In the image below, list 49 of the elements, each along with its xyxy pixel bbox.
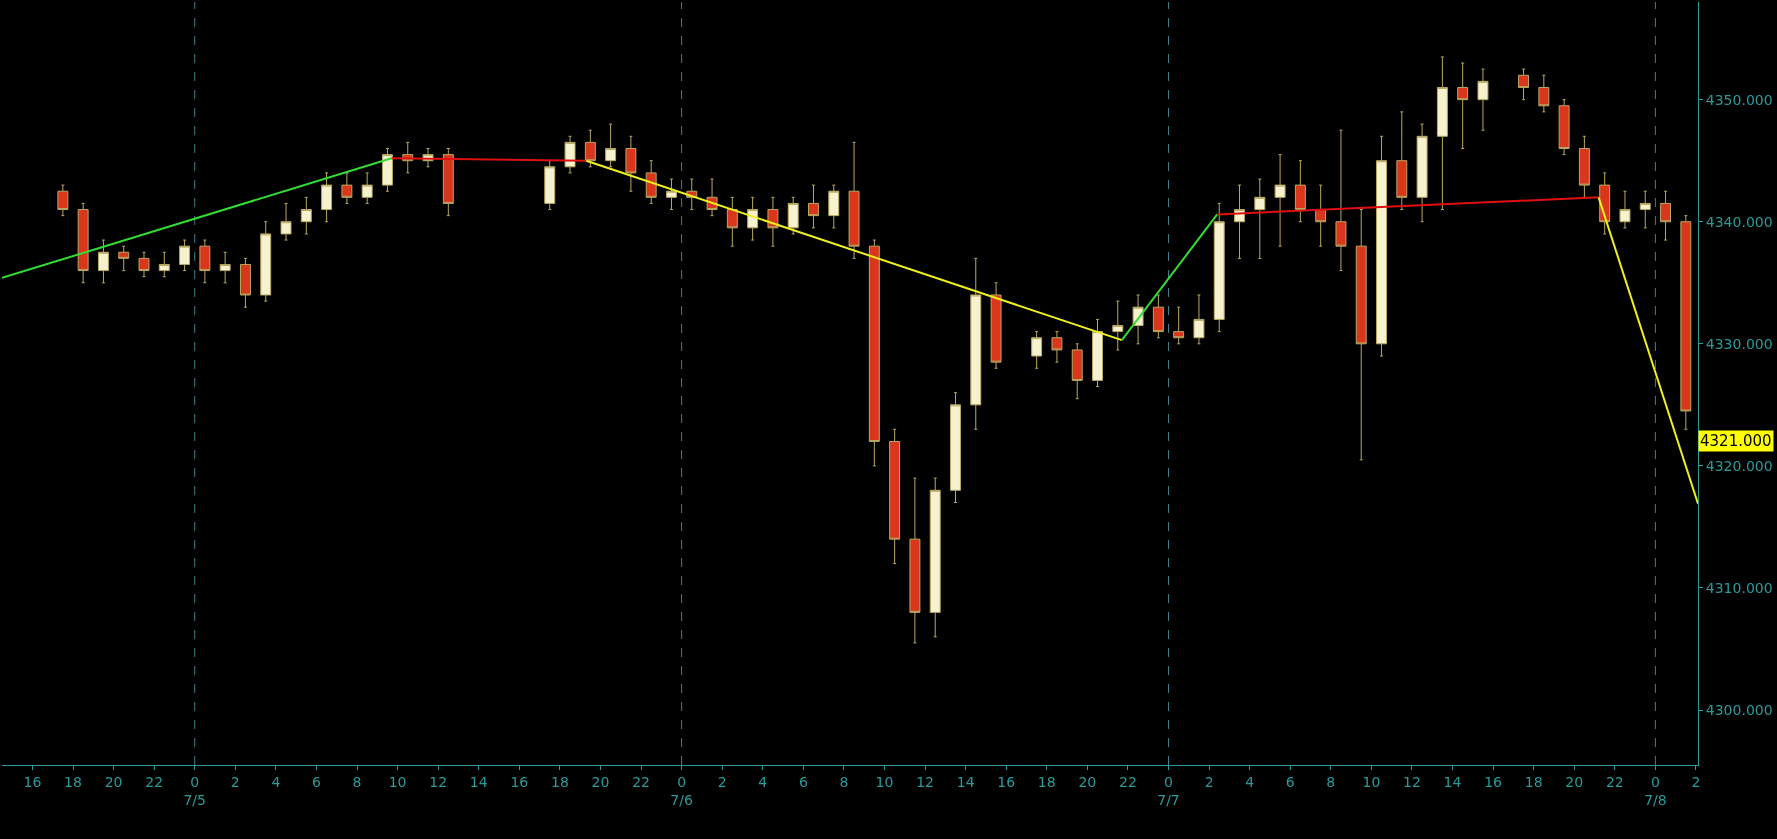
y-tick-label: 4300.000 <box>1705 701 1773 718</box>
x-tick-label: 22 <box>632 773 650 790</box>
x-tick-label: 8 <box>1326 773 1336 790</box>
x-tick-label: 6 <box>1285 773 1295 790</box>
x-tick-label: 0 7/7 <box>1157 773 1180 808</box>
x-tick-label: 18 <box>1524 773 1543 790</box>
x-tick-label: 20 <box>591 773 610 790</box>
x-tick-label: 6 <box>798 773 808 790</box>
x-tick-label: 16 <box>1484 773 1503 790</box>
x-tick-label: 16 <box>23 773 42 790</box>
y-tick-label: 4310.000 <box>1705 579 1773 596</box>
x-tick-label: 4 <box>758 773 768 790</box>
x-tick-label: 18 <box>64 773 82 790</box>
x-tick-label: 16 <box>997 773 1016 790</box>
x-tick-label: 20 <box>1565 773 1584 790</box>
y-tick-label: 4320.000 <box>1705 457 1773 474</box>
x-tick-label: 16 <box>510 773 529 790</box>
x-tick-label: 18 <box>550 773 569 790</box>
x-tick-label: 14 <box>1443 773 1462 790</box>
x-tick-label: 12 <box>1403 773 1421 790</box>
x-tick-label: 2 <box>717 773 727 790</box>
x-tick-label: 14 <box>956 773 975 790</box>
x-tick-label: 12 <box>429 773 448 790</box>
x-tick-label: 22 <box>145 773 164 790</box>
x-tick-label: 12 <box>916 773 934 790</box>
x-tick-label: 20 <box>1078 773 1097 790</box>
x-tick-label: 0 7/6 <box>670 773 693 808</box>
x-tick-label: 8 <box>352 773 362 790</box>
y-tick-label: 4340.000 <box>1705 213 1773 230</box>
y-tick-label: 4330.000 <box>1705 335 1773 352</box>
x-tick-label: 6 <box>311 773 321 790</box>
y-tick-label: 4350.000 <box>1705 91 1773 108</box>
x-tick-label: 10 <box>388 773 407 790</box>
x-tick-label: 22 <box>1605 773 1624 790</box>
x-tick-label: 4 <box>271 773 281 790</box>
x-tick-label: 0 7/8 <box>1644 773 1667 808</box>
x-tick-label: 0 7/5 <box>183 773 206 808</box>
x-tick-label: 10 <box>1362 773 1381 790</box>
x-tick-label: 2 <box>1691 773 1701 790</box>
x-tick-label: 10 <box>875 773 894 790</box>
x-tick-label: 2 <box>1204 773 1214 790</box>
x-tick-label: 14 <box>469 773 488 790</box>
x-tick-label: 18 <box>1037 773 1056 790</box>
x-tick-label: 4 <box>1245 773 1255 790</box>
x-tick-label: 8 <box>839 773 849 790</box>
x-tick-label: 20 <box>104 773 123 790</box>
x-tick-label: 22 <box>1119 773 1137 790</box>
text: 4321.000 <box>1700 432 1772 450</box>
x-tick-label: 2 <box>230 773 240 790</box>
